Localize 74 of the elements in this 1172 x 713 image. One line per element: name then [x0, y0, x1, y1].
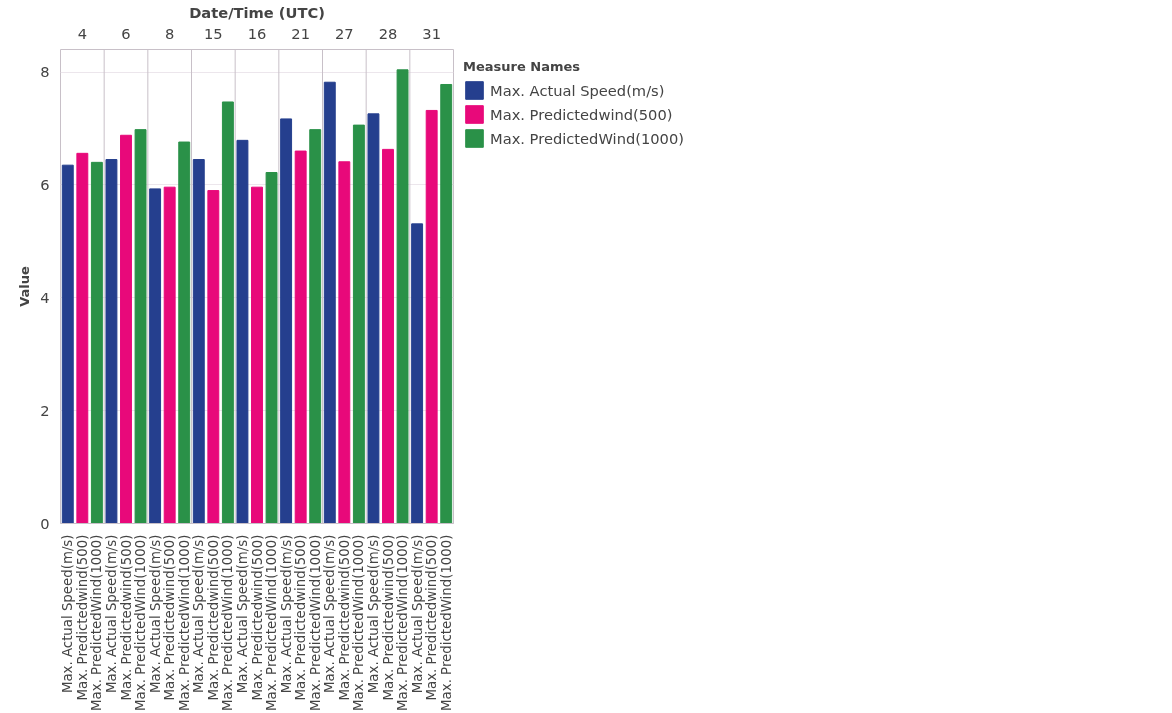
bar — [367, 113, 380, 524]
bar — [221, 101, 234, 524]
bar — [425, 109, 438, 524]
text: Max. PredictedWind(1000) — [395, 534, 411, 711]
x-axis-title: Date/Time (UTC) — [189, 3, 325, 21]
text: Max. PredictedWind(1000) — [176, 534, 192, 711]
text: Max. Predictedwind(500) — [249, 534, 265, 701]
text: Max. Predictedwind(500) — [74, 534, 90, 701]
bar — [280, 118, 293, 524]
x-tick-label: 31 — [422, 24, 441, 42]
text: Max. PredictedWind(1000) — [89, 534, 105, 711]
bar — [323, 81, 336, 524]
x-tick-label: 21 — [291, 24, 310, 42]
bar — [382, 148, 394, 524]
bar — [251, 186, 263, 524]
text: Max. Actual Speed(m/s) — [191, 534, 207, 694]
x-tick-label: 16 — [247, 24, 267, 42]
text: Max. PredictedWind(1000) — [133, 534, 149, 711]
text: Max. Actual Speed(m/s) — [278, 534, 294, 694]
bar — [90, 161, 103, 524]
bar — [236, 139, 249, 524]
x-tick-label: 27 — [335, 24, 354, 42]
y-axis-title: Value — [17, 265, 33, 307]
bar — [178, 141, 191, 524]
bar — [120, 134, 132, 524]
text: Max. Actual Speed(m/s) — [147, 534, 163, 694]
text: Max. Predictedwind(500) — [336, 534, 352, 701]
y-tick-label: 8 — [40, 63, 50, 81]
x-tick-label: 15 — [204, 24, 223, 42]
y-tick-label: 2 — [40, 401, 50, 419]
bar — [149, 188, 162, 524]
bar — [309, 129, 322, 524]
text: Max. Predictedwind(500) — [118, 534, 134, 701]
bar — [134, 129, 147, 524]
legend-label: Max. Actual Speed(m/s) — [490, 81, 665, 99]
bar — [411, 223, 424, 524]
bar — [440, 83, 453, 524]
text: Max. PredictedWind(1000) — [351, 534, 367, 711]
legend-title: Measure Names — [463, 59, 582, 74]
text: Max. Predictedwind(500) — [162, 534, 178, 701]
x-tick-label: 8 — [165, 24, 175, 42]
text: Max. Actual Speed(m/s) — [103, 534, 119, 694]
bar — [352, 124, 365, 524]
text: Max. Predictedwind(500) — [293, 534, 309, 701]
legend-label: Max. Predictedwind(500) — [490, 105, 673, 123]
bar — [338, 161, 351, 524]
text: Max. Actual Speed(m/s) — [60, 534, 76, 694]
y-tick-label: 6 — [40, 175, 50, 193]
bar — [294, 150, 307, 524]
text: Max. PredictedWind(1000) — [264, 534, 280, 711]
bar — [76, 152, 89, 524]
text: Max. Predictedwind(500) — [380, 534, 396, 701]
text: Max. Actual Speed(m/s) — [409, 534, 425, 694]
legend-label: Max. PredictedWind(1000) — [490, 129, 684, 147]
x-tick-label: 28 — [378, 24, 398, 42]
text: Max. Actual Speed(m/s) — [365, 534, 381, 694]
x-tick-label: 4 — [77, 24, 87, 42]
bar — [105, 159, 118, 524]
bar — [163, 186, 176, 524]
text: Max. PredictedWind(1000) — [220, 534, 236, 711]
bar — [207, 190, 220, 524]
bar — [396, 69, 409, 524]
bar — [61, 164, 74, 524]
y-tick-label: 4 — [40, 288, 50, 306]
text: Max. PredictedWind(1000) — [438, 534, 454, 711]
bar — [265, 172, 278, 524]
bar — [192, 159, 205, 524]
x-tick-label: 6 — [121, 24, 131, 42]
text: Max. PredictedWind(1000) — [307, 534, 323, 711]
text: Max. Actual Speed(m/s) — [234, 534, 250, 694]
text: Max. Predictedwind(500) — [205, 534, 221, 701]
y-tick-label: 0 — [40, 514, 50, 532]
text: Max. Actual Speed(m/s) — [322, 534, 338, 694]
text: Max. Predictedwind(500) — [424, 534, 440, 701]
